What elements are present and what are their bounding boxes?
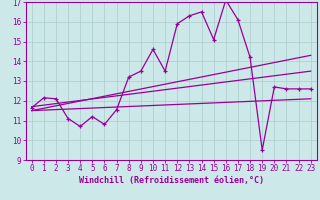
- X-axis label: Windchill (Refroidissement éolien,°C): Windchill (Refroidissement éolien,°C): [79, 176, 264, 185]
